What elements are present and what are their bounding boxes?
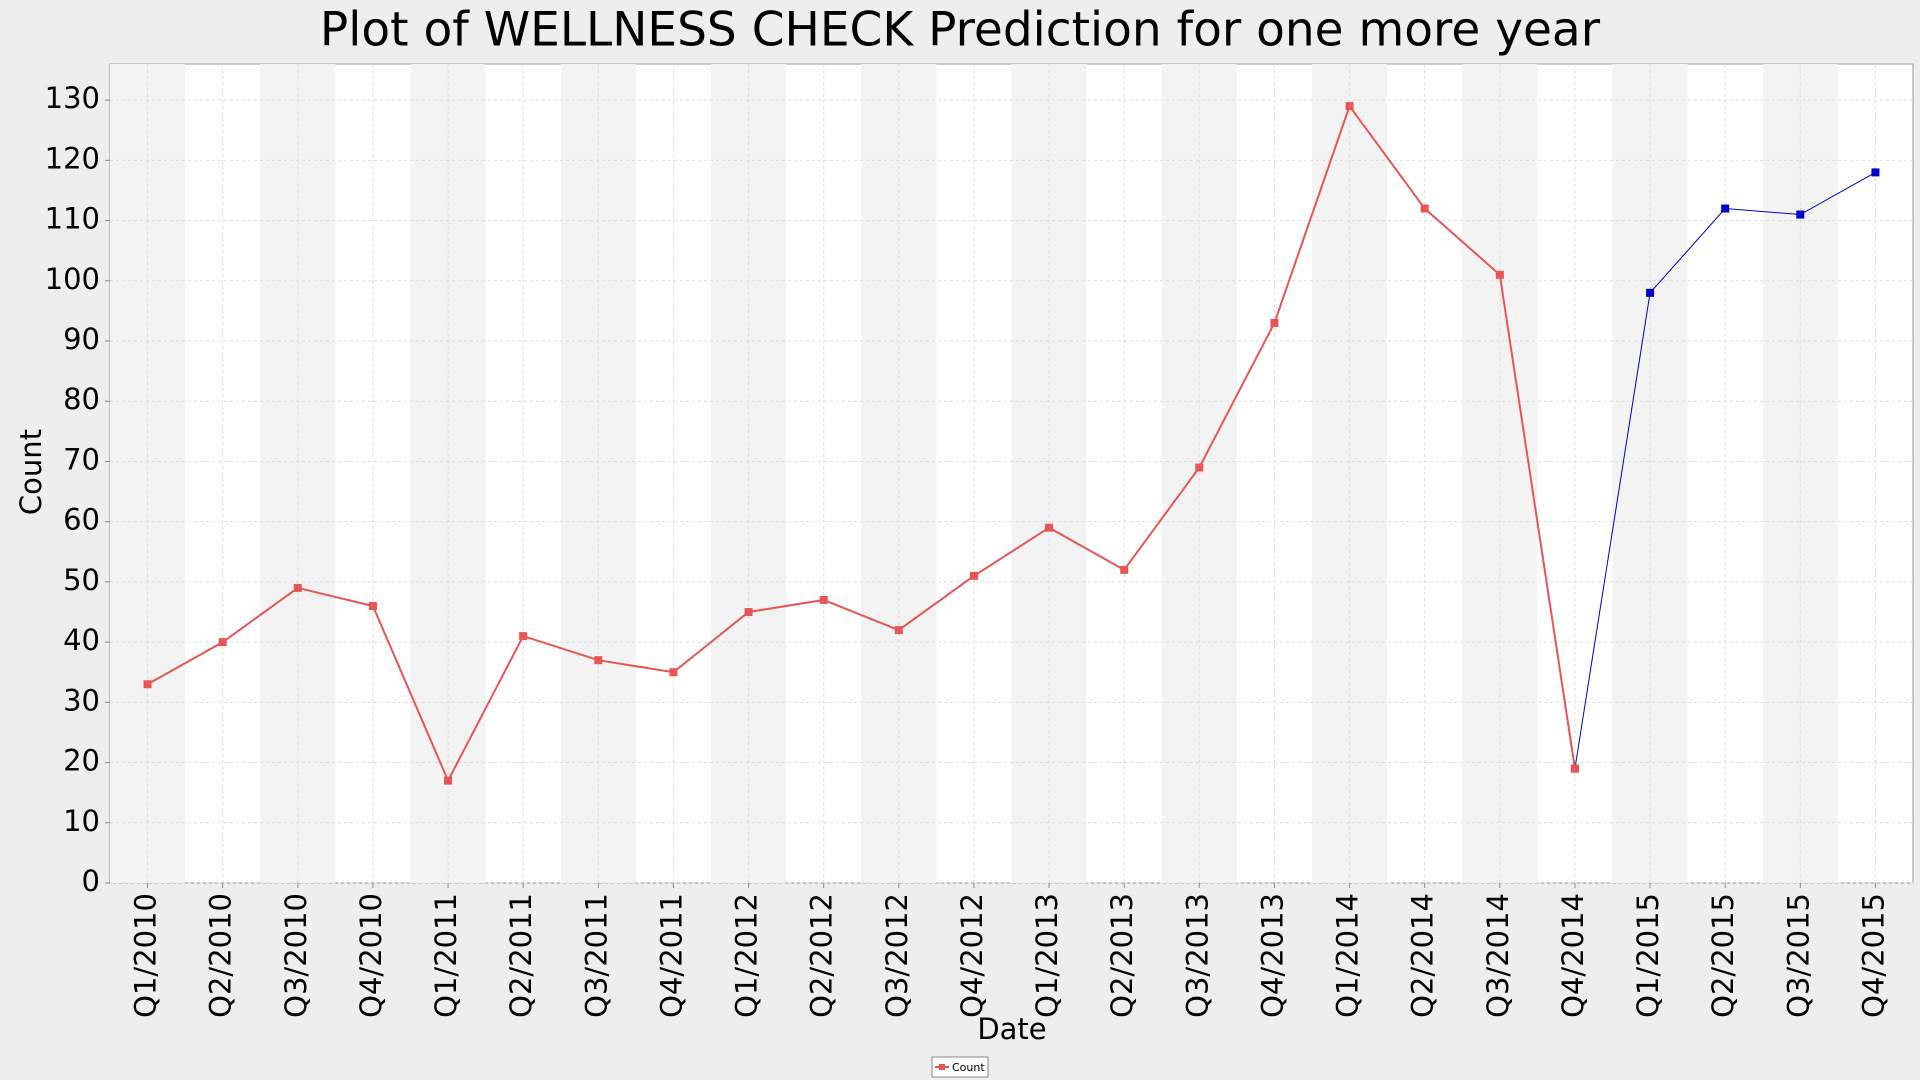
y-tick-label: 0	[82, 864, 100, 898]
point-marker	[1195, 463, 1204, 472]
x-tick-label: Q2/2011	[504, 893, 538, 1018]
point-marker	[1120, 565, 1129, 574]
point-marker	[1345, 102, 1354, 111]
y-tick-label: 60	[63, 503, 100, 537]
y-tick-label: 100	[45, 262, 100, 296]
x-tick-label: Q3/2014	[1481, 893, 1515, 1018]
y-axis-label: Count	[14, 429, 48, 515]
point-marker	[1045, 523, 1054, 532]
x-tick-label: Q4/2010	[354, 893, 388, 1018]
y-tick-label: 20	[63, 744, 100, 778]
legend-box	[931, 1056, 989, 1078]
y-tick-label: 80	[63, 382, 100, 416]
y-tick-label: 90	[63, 322, 100, 356]
x-tick-label: Q4/2012	[955, 893, 989, 1018]
point-marker	[1570, 764, 1579, 773]
x-tick-label: Q3/2013	[1180, 893, 1214, 1018]
legend-swatch	[939, 1064, 945, 1070]
point-marker	[744, 608, 753, 617]
point-marker	[218, 638, 227, 647]
y-tick-label: 50	[63, 563, 100, 597]
x-tick-label: Q1/2010	[129, 893, 163, 1018]
point-marker	[1495, 270, 1504, 279]
x-tick-label: Q4/2015	[1856, 893, 1890, 1018]
x-tick-label: Q4/2013	[1255, 893, 1289, 1018]
x-tick-label: Q3/2011	[579, 893, 613, 1018]
point-marker	[293, 583, 302, 592]
point-marker	[1420, 204, 1429, 213]
y-tick-label: 120	[45, 141, 100, 175]
x-tick-label: Q4/2011	[654, 893, 688, 1018]
point-marker	[143, 680, 152, 689]
point-marker	[669, 668, 678, 677]
series-line	[147, 104, 1576, 783]
point-marker	[444, 776, 453, 785]
x-tick-label: Q2/2012	[805, 893, 839, 1018]
legend-label: Count	[952, 1061, 985, 1074]
point-marker	[1871, 168, 1880, 177]
x-tick-label: Q4/2014	[1556, 893, 1590, 1018]
y-tick-label: 30	[63, 683, 100, 717]
x-tick-label: Q1/2014	[1331, 893, 1365, 1018]
point-marker	[594, 656, 603, 665]
point-marker	[969, 571, 978, 580]
x-tick-label: Q2/2013	[1105, 893, 1139, 1018]
x-tick-label: Q3/2012	[880, 893, 914, 1018]
x-tick-label: Q1/2013	[1030, 893, 1064, 1018]
point-marker	[1646, 288, 1655, 297]
y-tick-label: 40	[63, 623, 100, 657]
point-marker	[894, 626, 903, 635]
x-tick-label: Q1/2015	[1631, 893, 1665, 1018]
y-tick-label: 70	[63, 442, 100, 476]
y-tick-label: 130	[45, 81, 100, 115]
point-marker	[819, 595, 828, 604]
chart-title: Plot of WELLNESS CHECK Prediction for on…	[320, 3, 1601, 58]
x-axis-label: Date	[977, 1012, 1046, 1046]
x-tick-label: Q2/2015	[1706, 893, 1740, 1018]
point-marker	[368, 601, 377, 610]
x-tick-label: Q1/2011	[429, 893, 463, 1018]
point-marker	[519, 632, 528, 641]
point-marker	[1270, 318, 1279, 327]
x-tick-label: Q3/2015	[1781, 893, 1815, 1018]
point-marker	[1796, 210, 1805, 219]
x-tick-label: Q3/2010	[279, 893, 313, 1018]
point-marker	[1721, 204, 1730, 213]
x-tick-label: Q2/2014	[1406, 893, 1440, 1018]
x-tick-label: Q2/2010	[204, 893, 238, 1018]
x-tick-label: Q1/2012	[730, 893, 764, 1018]
y-tick-label: 10	[63, 804, 100, 838]
y-tick-label: 110	[45, 202, 100, 236]
